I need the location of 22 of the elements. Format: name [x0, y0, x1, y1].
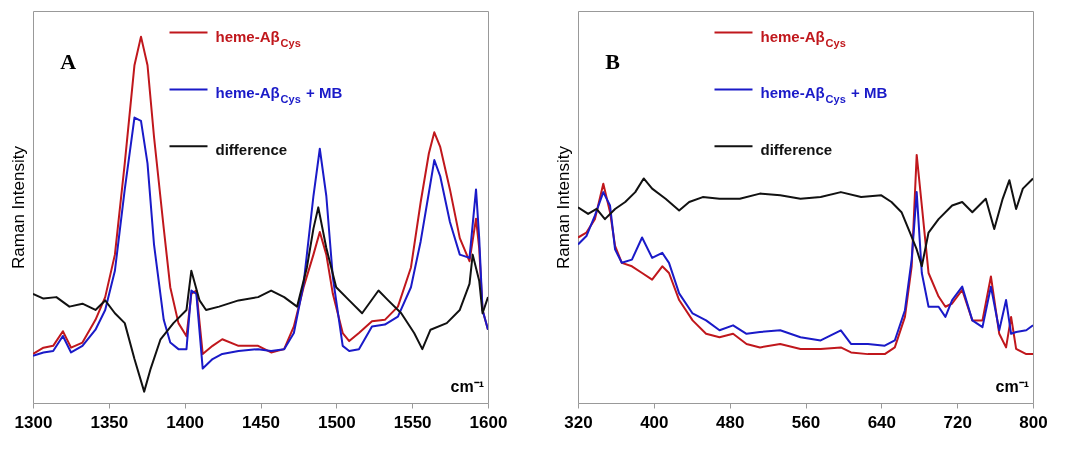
text: A: [60, 48, 77, 74]
x-tick-label: 720: [943, 412, 972, 432]
y-axis-title: Raman Intensity: [553, 145, 573, 269]
x-tick-label: 1300: [14, 412, 53, 432]
x-tick-label: 1600: [469, 412, 508, 432]
x-tick-label: 1500: [317, 412, 356, 432]
x-tick-label: 1350: [90, 412, 129, 432]
x-axis-title: cm⁻¹: [995, 378, 1029, 395]
x-tick-label: 560: [791, 412, 821, 432]
legend-label: difference: [760, 141, 833, 159]
x-tick-label: 800: [1019, 412, 1048, 432]
x-tick-label: 1450: [242, 412, 280, 432]
x-axis-title: cm⁻¹: [450, 378, 484, 395]
x-tick-label: 1400: [166, 412, 205, 432]
x-tick-label: 1550: [393, 412, 432, 432]
x-tick-label: 400: [640, 412, 669, 432]
y-axis-title: Raman Intensity: [8, 145, 28, 269]
legend-label: difference: [215, 141, 288, 159]
x-tick-label: 640: [867, 412, 897, 432]
x-tick-label: 480: [715, 412, 745, 432]
chart-title: B: [605, 48, 621, 74]
x-tick-label: 320: [564, 412, 593, 432]
